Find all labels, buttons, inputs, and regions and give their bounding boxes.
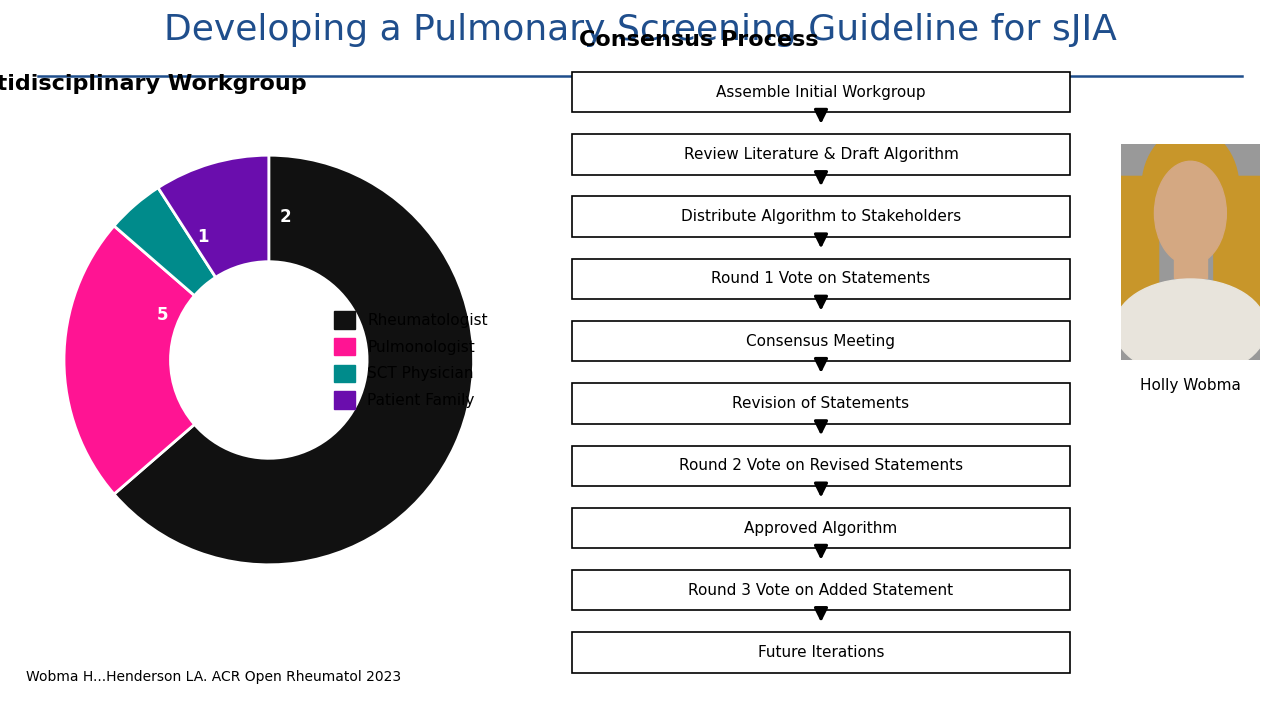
Text: Round 1 Vote on Statements: Round 1 Vote on Statements — [712, 271, 931, 287]
FancyBboxPatch shape — [572, 258, 1070, 299]
FancyBboxPatch shape — [572, 446, 1070, 486]
FancyBboxPatch shape — [572, 570, 1070, 611]
Text: 14: 14 — [325, 367, 348, 385]
Text: Holly Wobma: Holly Wobma — [1140, 378, 1240, 393]
FancyBboxPatch shape — [1115, 176, 1158, 317]
Wedge shape — [157, 156, 269, 277]
Ellipse shape — [1142, 128, 1239, 246]
FancyBboxPatch shape — [1121, 144, 1260, 360]
Wedge shape — [114, 188, 215, 296]
FancyBboxPatch shape — [572, 72, 1070, 112]
FancyBboxPatch shape — [1213, 176, 1266, 317]
Text: Future Iterations: Future Iterations — [758, 645, 884, 660]
Text: Revision of Statements: Revision of Statements — [732, 396, 910, 411]
FancyBboxPatch shape — [572, 632, 1070, 672]
Text: Round 2 Vote on Revised Statements: Round 2 Vote on Revised Statements — [678, 458, 963, 473]
Text: 2: 2 — [279, 207, 291, 225]
FancyBboxPatch shape — [572, 197, 1070, 237]
FancyBboxPatch shape — [572, 134, 1070, 174]
Text: Multidisciplinary Workgroup: Multidisciplinary Workgroup — [0, 74, 307, 94]
Text: Approved Algorithm: Approved Algorithm — [745, 521, 897, 536]
Legend: Rheumatologist, Pulmonologist, SCT Physician, Patient Family: Rheumatologist, Pulmonologist, SCT Physi… — [328, 305, 494, 415]
FancyBboxPatch shape — [1174, 230, 1207, 278]
Text: 5: 5 — [156, 306, 168, 324]
Ellipse shape — [1115, 279, 1266, 376]
Text: Consensus Process: Consensus Process — [579, 30, 819, 50]
FancyBboxPatch shape — [572, 321, 1070, 361]
Text: Round 3 Vote on Added Statement: Round 3 Vote on Added Statement — [689, 582, 954, 598]
Text: 1: 1 — [197, 228, 209, 246]
Text: Assemble Initial Workgroup: Assemble Initial Workgroup — [717, 84, 925, 99]
Wedge shape — [64, 226, 195, 494]
Text: Developing a Pulmonary Screening Guideline for sJIA: Developing a Pulmonary Screening Guideli… — [164, 13, 1116, 48]
Text: Distribute Algorithm to Stakeholders: Distribute Algorithm to Stakeholders — [681, 209, 961, 224]
Text: Review Literature & Draft Algorithm: Review Literature & Draft Algorithm — [684, 147, 959, 162]
FancyBboxPatch shape — [572, 508, 1070, 548]
Text: Wobma H...Henderson LA. ACR Open Rheumatol 2023: Wobma H...Henderson LA. ACR Open Rheumat… — [26, 670, 401, 684]
Ellipse shape — [1155, 161, 1226, 265]
FancyBboxPatch shape — [572, 383, 1070, 423]
Text: Consensus Meeting: Consensus Meeting — [746, 333, 896, 348]
Wedge shape — [114, 156, 474, 564]
